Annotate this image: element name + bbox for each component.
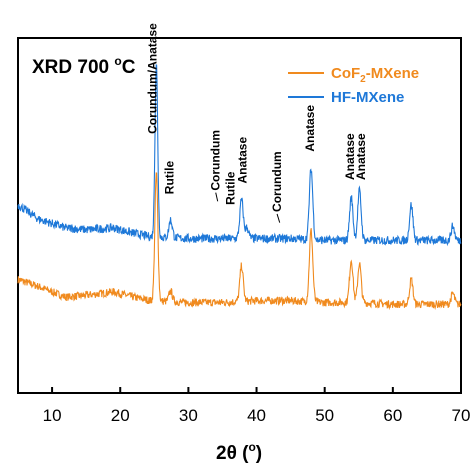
legend-item-cof2-mxene: CoF2-MXene (288, 65, 419, 85)
x-tick-label-60: 60 (383, 406, 402, 425)
peak-annotation-3: Rutile (224, 171, 238, 205)
x-tick-label-70: 70 (452, 406, 471, 425)
x-tick-label-30: 30 (179, 406, 198, 425)
annotation-leader-5 (276, 213, 281, 223)
x-tick-layer: 10 20 30 40 50 60 70 (43, 387, 471, 425)
peak-annotation-0: Corundum/Anatase (145, 23, 159, 134)
plot-frame (17, 37, 462, 394)
x-tick-label-10: 10 (43, 406, 62, 425)
chart-title: XRD 700 oC (32, 54, 136, 78)
x-tick-label-50: 50 (315, 406, 334, 425)
legend-label-hf: HF-MXene (331, 89, 404, 106)
peak-annotation-1: Rutile (162, 161, 176, 195)
series-line-0 (17, 172, 462, 311)
peak-annotation-7: Anatase (343, 133, 357, 180)
annotation-leader-2 (215, 192, 219, 202)
peak-annotation-6: Anatase (303, 105, 317, 152)
peak-annotation-5: Corundum (270, 151, 284, 212)
peak-annotation-8: Anatase (354, 133, 368, 180)
legend: CoF2-MXene HF-MXene (288, 65, 419, 106)
peak-annotation-2: Corundum (209, 130, 223, 191)
legend-label-cof2: CoF2-MXene (331, 65, 419, 85)
legend-item-hf-mxene: HF-MXene (288, 89, 404, 106)
series-line-1 (17, 64, 462, 247)
x-tick-label-40: 40 (247, 406, 266, 425)
x-tick-label-20: 20 (111, 406, 130, 425)
series-layer (17, 64, 462, 311)
x-axis-label: 2θ (o) (216, 440, 262, 464)
peak-annotation-4: Anatase (235, 137, 249, 184)
